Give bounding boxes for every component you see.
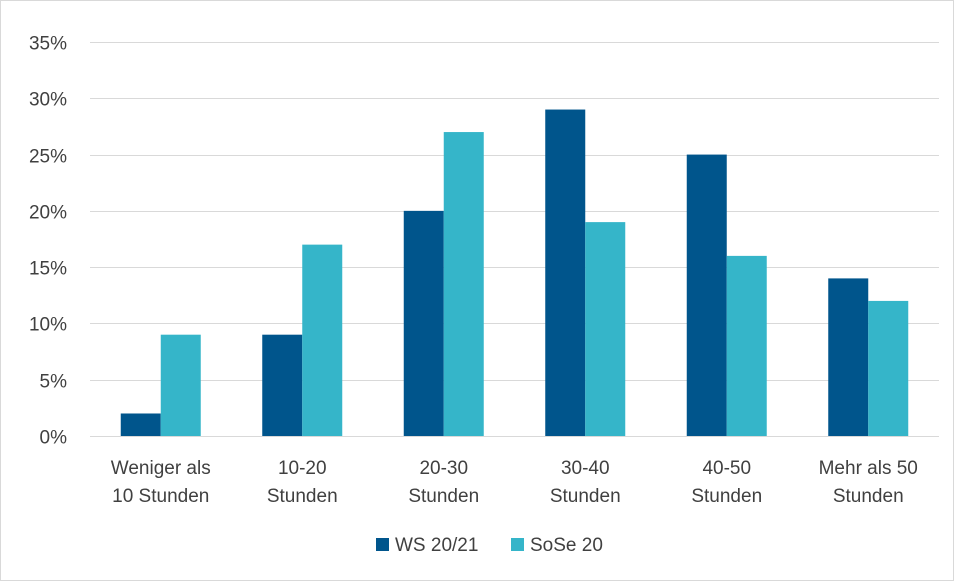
bar-sose-20 — [726, 255, 767, 436]
x-tick-label: 40-50 — [702, 458, 751, 479]
y-tick-label: 0% — [40, 428, 68, 449]
x-axis-labels: Weniger als 10 Stunden 10-20 Stunden 20-30 St… — [111, 458, 918, 507]
y-tick-label: 15% — [29, 259, 67, 280]
bar-ws-20-21 — [828, 278, 869, 436]
bar-ws-20-21 — [403, 210, 444, 436]
x-tick-label: Stunden — [267, 486, 338, 507]
y-tick-label: 5% — [40, 372, 68, 393]
legend-label: WS 20/21 — [395, 535, 478, 556]
y-tick-label: 25% — [29, 147, 67, 168]
x-tick-label: 10-20 — [278, 458, 327, 479]
bar-sose-20 — [868, 300, 909, 436]
legend-swatch — [511, 538, 524, 551]
bar-ws-20-21 — [120, 413, 161, 436]
y-tick-label: 30% — [29, 90, 67, 111]
legend-swatch — [376, 538, 389, 551]
y-tick-label: 10% — [29, 315, 67, 336]
x-tick-label: Stunden — [833, 486, 904, 507]
y-tick-label: 35% — [29, 34, 67, 55]
y-tick-label: 20% — [29, 203, 67, 224]
x-tick-label: 20-30 — [419, 458, 468, 479]
legend: WS 20/21 SoSe 20 — [376, 535, 603, 556]
bar-sose-20 — [443, 132, 484, 437]
legend-label: SoSe 20 — [530, 535, 603, 556]
x-tick-label: 30-40 — [561, 458, 610, 479]
x-tick-label: Weniger als — [111, 458, 211, 479]
bars — [120, 109, 909, 437]
bar-sose-20 — [302, 244, 343, 436]
y-axis-ticks: 0% 5% 10% 15% 20% 25% 30% 35% — [29, 34, 67, 449]
x-tick-label: Stunden — [408, 486, 479, 507]
bar-ws-20-21 — [262, 334, 303, 436]
x-tick-label: Stunden — [691, 486, 762, 507]
bar-ws-20-21 — [686, 154, 727, 437]
bar-sose-20 — [160, 334, 201, 436]
x-tick-label: Mehr als 50 — [819, 458, 918, 479]
x-tick-label: Stunden — [550, 486, 621, 507]
x-tick-label: 10 Stunden — [112, 486, 209, 507]
bar-ws-20-21 — [545, 109, 586, 437]
bar-sose-20 — [585, 222, 626, 436]
gridlines — [90, 42, 939, 381]
